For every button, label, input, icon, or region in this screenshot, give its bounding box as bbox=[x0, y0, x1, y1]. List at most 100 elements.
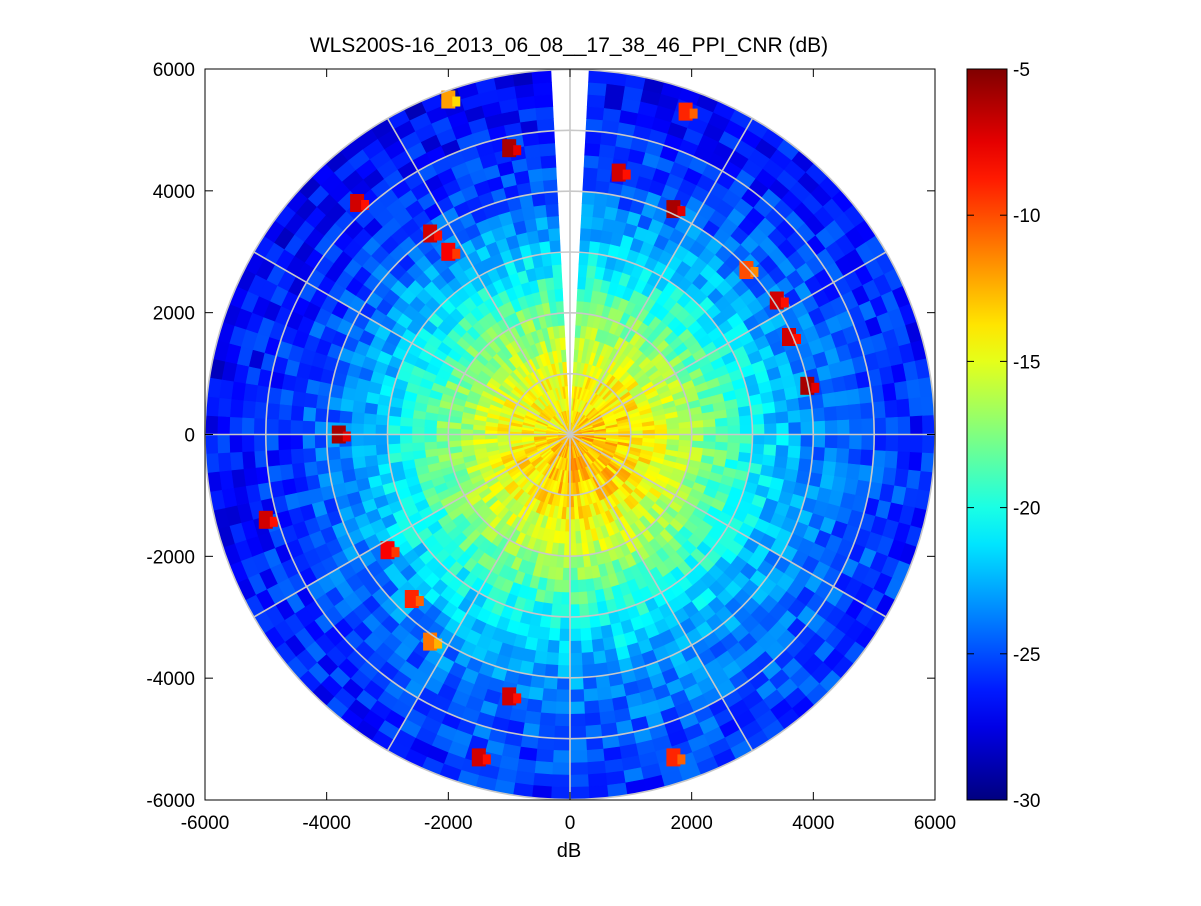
scan-cell bbox=[542, 179, 558, 193]
scan-cell bbox=[885, 416, 899, 435]
hotspot-mark bbox=[452, 96, 461, 107]
scan-cell bbox=[847, 448, 862, 466]
scan-cell bbox=[591, 216, 605, 231]
scan-cell bbox=[447, 427, 462, 435]
scan-cell bbox=[314, 420, 328, 435]
scan-cell bbox=[921, 434, 936, 454]
chart-title: WLS200S-16_2013_06_08__17_38_46_PPI_CNR … bbox=[310, 34, 828, 57]
scan-cell bbox=[541, 252, 553, 267]
scan-cell bbox=[551, 264, 563, 278]
scan-cell bbox=[773, 399, 789, 414]
scan-cell bbox=[387, 434, 401, 445]
x-tick-label: 4000 bbox=[792, 813, 834, 834]
scan-cell bbox=[241, 450, 256, 470]
radial-line bbox=[386, 118, 571, 435]
scan-cell bbox=[545, 203, 559, 218]
scan-cell bbox=[536, 736, 555, 751]
scan-cell bbox=[447, 434, 462, 442]
scan-cell bbox=[541, 166, 557, 181]
scan-cell bbox=[702, 418, 717, 428]
scan-cell bbox=[714, 417, 729, 428]
scan-cell bbox=[290, 448, 305, 465]
scan-cell bbox=[303, 460, 318, 477]
scan-cell bbox=[537, 228, 551, 243]
y-tick-label: -4000 bbox=[146, 669, 195, 690]
scan-cell bbox=[326, 408, 341, 423]
scan-cell bbox=[399, 425, 413, 435]
scan-cell bbox=[580, 215, 594, 230]
scan-cell bbox=[726, 416, 741, 427]
scan-cell bbox=[896, 398, 911, 418]
scan-cell bbox=[691, 434, 705, 442]
scan-cell bbox=[569, 786, 590, 800]
x-tick-label: -2000 bbox=[424, 813, 473, 834]
colorbar-tick-label: -25 bbox=[1013, 645, 1040, 666]
scan-cell bbox=[289, 434, 304, 450]
scan-cell bbox=[586, 760, 606, 776]
scan-cell bbox=[553, 276, 563, 290]
hotspot-mark bbox=[739, 261, 754, 279]
scan-cell bbox=[761, 401, 777, 415]
scan-cell bbox=[602, 636, 616, 652]
scan-cell bbox=[535, 216, 549, 231]
scan-cell bbox=[205, 452, 220, 474]
scan-cell bbox=[472, 438, 486, 446]
scan-cell bbox=[535, 106, 554, 121]
scan-cell bbox=[531, 785, 552, 800]
scan-cell bbox=[584, 578, 596, 593]
hotspot-mark bbox=[434, 638, 443, 649]
scan-cell bbox=[596, 167, 613, 183]
scan-cell bbox=[556, 677, 571, 691]
scan-cell bbox=[411, 434, 425, 444]
hotspot-mark bbox=[423, 632, 438, 651]
scan-cell bbox=[551, 774, 571, 788]
scan-cell bbox=[575, 543, 584, 557]
x-tick-label: -6000 bbox=[181, 813, 230, 834]
hotspot-mark bbox=[502, 687, 517, 706]
scan-cell bbox=[581, 651, 595, 666]
hotspot-mark bbox=[782, 328, 796, 346]
hotspot-mark bbox=[350, 194, 365, 212]
scan-cell bbox=[253, 434, 267, 452]
x-axis-ticks: -6000 -4000 -2000 0 2000 4000 6000 bbox=[181, 69, 956, 834]
x-axis-label: dB bbox=[557, 840, 581, 862]
scan-cell bbox=[920, 395, 935, 417]
scan-cell bbox=[583, 700, 600, 715]
scan-cell bbox=[569, 677, 584, 691]
scan-cell bbox=[561, 579, 571, 594]
scan-cell bbox=[523, 710, 542, 726]
scan-cell bbox=[576, 567, 586, 581]
scan-cell bbox=[872, 450, 887, 468]
scan-cell bbox=[228, 416, 243, 435]
scan-cell bbox=[585, 736, 604, 751]
scan-cell bbox=[581, 664, 596, 678]
scan-cell bbox=[588, 614, 601, 629]
hotspot-mark bbox=[780, 297, 789, 308]
scan-cell bbox=[776, 434, 790, 447]
hotspot-mark bbox=[380, 541, 395, 560]
scan-cell bbox=[579, 227, 592, 242]
y-axis-ticks: -6000 -4000 -2000 0 2000 4000 6000 bbox=[146, 60, 935, 812]
scan-cell bbox=[873, 417, 887, 435]
scan-cell bbox=[569, 701, 585, 715]
scan-cell bbox=[559, 616, 571, 630]
scan-cell bbox=[569, 664, 584, 679]
scan-cell bbox=[836, 434, 851, 450]
scan-cell bbox=[376, 453, 391, 466]
scan-cell bbox=[896, 451, 911, 471]
scan-cell bbox=[532, 772, 553, 788]
scan-cell bbox=[574, 530, 582, 545]
scan-cell bbox=[588, 785, 609, 800]
scan-cell bbox=[555, 300, 564, 314]
scan-cell bbox=[562, 555, 571, 569]
hotspot-mark bbox=[391, 547, 400, 558]
scan-cell bbox=[241, 416, 255, 435]
scan-cell bbox=[811, 446, 826, 462]
scan-cell bbox=[531, 69, 552, 84]
scan-cell bbox=[546, 639, 560, 654]
scan-cell bbox=[546, 215, 560, 230]
hotspot-mark bbox=[482, 754, 491, 765]
scan-cell bbox=[351, 455, 367, 470]
scan-cell bbox=[302, 406, 317, 422]
scan-cell bbox=[544, 664, 559, 678]
